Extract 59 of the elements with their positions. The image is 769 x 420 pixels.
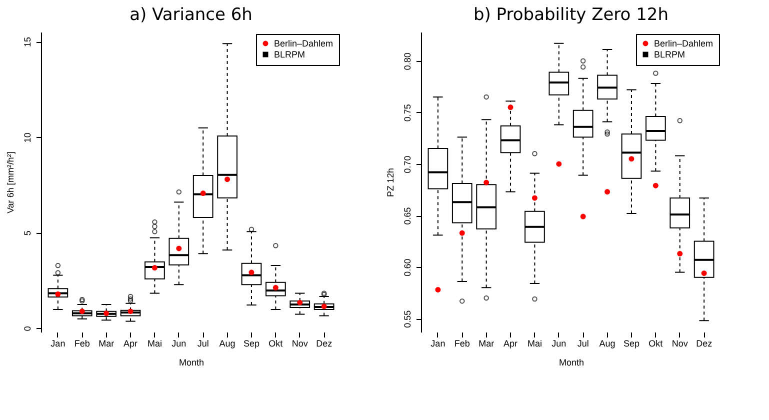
point [604, 189, 610, 195]
point [701, 270, 707, 276]
x-tick-label: Feb [74, 338, 90, 348]
legend-label: BLRPM [654, 50, 686, 60]
point [484, 180, 490, 186]
x-tick-label: Okt [268, 338, 284, 348]
x-tick-label: Nov [292, 338, 308, 348]
x-tick-label: Sep [243, 338, 260, 348]
x-tick-label: Mai [147, 338, 162, 348]
x-tick-label: Jun [552, 338, 566, 348]
y-tick-label: 0.65 [402, 207, 412, 225]
y-tick-label: 0.70 [402, 156, 412, 174]
x-tick-label: Mar [98, 338, 114, 348]
x-tick-label: Aug [219, 338, 236, 348]
point [628, 156, 634, 162]
point [532, 195, 538, 201]
y-tick-label: 5 [22, 230, 32, 236]
point [677, 250, 683, 256]
x-tick-label: Okt [648, 338, 664, 348]
x-tick-label: Jul [197, 338, 209, 348]
x-tick-label: Mai [527, 338, 542, 348]
point [580, 214, 586, 220]
x-axis-title: Month [558, 358, 584, 368]
x-tick-label: Jun [172, 338, 186, 348]
x-tick-label: Dez [316, 338, 333, 348]
x-tick-label: Apr [504, 338, 518, 348]
y-tick-label: 0.75 [402, 104, 412, 122]
y-axis-title: Var 6h [mm²/h²] [6, 152, 16, 214]
point [508, 104, 514, 110]
x-tick-label: Mar [478, 338, 494, 348]
y-tick-label: 0 [22, 326, 32, 332]
point [556, 161, 562, 167]
chart-title: a) Variance 6h [130, 5, 252, 25]
x-tick-label: Jul [577, 338, 589, 348]
legend-label: Berlin–Dahlem [274, 38, 334, 48]
point [224, 176, 230, 182]
x-tick-label: Sep [623, 338, 640, 348]
x-tick-label: Nov [672, 338, 688, 348]
x-tick-label: Feb [454, 338, 470, 348]
x-tick-label: Dez [696, 338, 713, 348]
x-tick-label: Apr [124, 338, 138, 348]
y-tick-label: 10 [22, 132, 32, 143]
x-tick-label: Aug [599, 338, 616, 348]
point [435, 287, 441, 292]
y-axis-title: PZ 12h [386, 168, 396, 198]
y-tick-label: 0.80 [402, 52, 412, 70]
y-tick-label: 0.55 [402, 310, 412, 328]
point [459, 230, 465, 236]
point [200, 190, 206, 196]
y-tick-label: 15 [22, 37, 32, 48]
legend-label: Berlin–Dahlem [654, 38, 714, 48]
x-tick-label: Jan [430, 338, 446, 348]
y-tick-label: 0.60 [402, 258, 412, 276]
x-axis-title: Month [178, 358, 204, 368]
x-tick-label: Jan [50, 338, 66, 348]
chart-title: b) Probability Zero 12h [473, 5, 669, 25]
point [652, 182, 658, 188]
point [176, 246, 182, 252]
legend-label: BLRPM [274, 50, 306, 60]
